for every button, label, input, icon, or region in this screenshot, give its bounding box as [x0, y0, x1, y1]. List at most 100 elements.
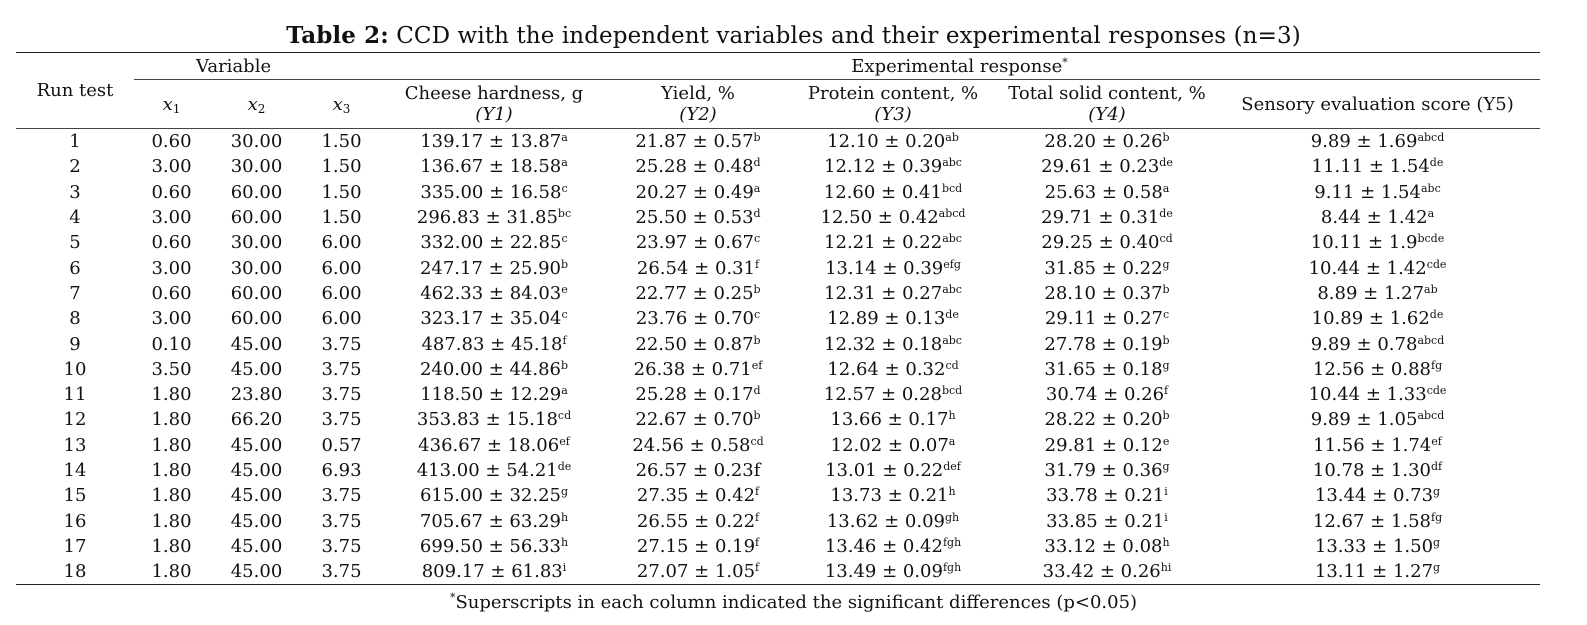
cell-x1: 1.80 — [151, 535, 192, 557]
cell-hardness: 699.50 ± 56.33h — [379, 534, 609, 559]
cell-protein: 12.50 ± 0.42abcd — [787, 205, 999, 230]
cell-hardness: 487.83 ± 45.18f — [379, 331, 609, 356]
cell-significance-letters: bcd — [941, 384, 963, 398]
table-row: 10 3.50 45.00 3.75 240.00 ± 44.86b 26.38 ± 0.… — [16, 357, 1540, 382]
cell-significance-letters: a — [948, 434, 956, 448]
cell-value: 22.77 ± 0.25 — [635, 282, 754, 304]
cell-sensory: 12.67 ± 1.58fg — [1215, 508, 1540, 533]
cell-value: 10.89 ± 1.62 — [1311, 308, 1430, 330]
cell-sensory: 11.11 ± 1.54de — [1215, 154, 1540, 179]
cell-x1: 1.80 — [151, 434, 192, 456]
cell-value: 13.14 ± 0.39 — [825, 257, 944, 279]
cell-yield: 22.67 ± 0.70b — [609, 407, 787, 432]
cell-yield: 26.55 ± 0.22f — [609, 508, 787, 533]
cell-x2: 45.00 — [230, 434, 283, 456]
cell-run: 17 — [63, 535, 87, 557]
table-row: 3 0.60 60.00 1.50 335.00 ± 16.58c 20.27 ± 0.4… — [16, 180, 1540, 205]
cell-value: 26.55 ± 0.22 — [636, 510, 756, 532]
cell-significance-letters: de — [1429, 156, 1444, 170]
cell-value: 12.67 ± 1.58 — [1312, 510, 1432, 532]
cell-significance-letters: fg — [1431, 358, 1443, 372]
cell-x1: 3.00 — [151, 207, 192, 229]
cell-significance-letters: g — [561, 485, 569, 499]
cell-significance-letters: b — [561, 358, 569, 372]
cell-value: 9.89 ± 1.05 — [1310, 409, 1418, 431]
cell-value: 12.32 ± 0.18 — [824, 333, 943, 355]
cell-value: 12.56 ± 0.88 — [1312, 358, 1432, 380]
cell-value: 615.00 ± 32.25 — [419, 485, 561, 507]
cell-value: 13.46 ± 0.42 — [824, 535, 943, 557]
cell-x3: 0.57 — [321, 434, 362, 456]
cell-significance-letters: gh — [945, 510, 960, 524]
results-table: Run test Variable Experimental response*… — [16, 52, 1541, 586]
cell-significance-letters: b — [753, 409, 761, 423]
footnote: *Superscripts in each column indicated t… — [0, 592, 1587, 613]
cell-run: 5 — [69, 232, 81, 254]
cell-significance-letters: fgh — [942, 535, 962, 549]
cell-yield: 27.35 ± 0.42f — [609, 483, 787, 508]
cell-significance-letters: c — [753, 232, 761, 246]
cell-sensory: 8.89 ± 1.27ab — [1215, 281, 1540, 306]
cell-yield: 21.87 ± 0.57b — [609, 129, 787, 155]
cell-protein: 13.01 ± 0.22def — [787, 458, 999, 483]
cell-significance-letters: g — [1162, 257, 1170, 271]
cell-significance-letters: cd — [750, 434, 764, 448]
cell-value: 33.42 ± 0.26 — [1042, 561, 1161, 583]
cell-value: 26.54 ± 0.31 — [636, 257, 756, 279]
cell-x2: 45.00 — [230, 535, 283, 557]
cell-significance-letters: abc — [942, 232, 962, 246]
cell-sensory: 10.44 ± 1.33cde — [1215, 382, 1540, 407]
cell-yield: 27.15 ± 0.19f — [609, 534, 787, 559]
cell-solid: 29.11 ± 0.27c — [999, 306, 1215, 331]
cell-significance-letters: a — [753, 181, 761, 195]
cell-run: 12 — [63, 409, 87, 431]
cell-protein: 12.31 ± 0.27abc — [787, 281, 999, 306]
cell-run: 9 — [69, 333, 81, 355]
cell-x1: 1.80 — [151, 460, 192, 481]
table-row: 15 1.80 45.00 3.75 615.00 ± 32.25g 27.35 ± 0.… — [16, 483, 1540, 508]
cell-significance-letters: f — [755, 535, 760, 549]
cell-value: 23.76 ± 0.70 — [635, 308, 754, 330]
cell-run: 11 — [63, 384, 87, 406]
cell-significance-letters: f — [755, 561, 760, 575]
cell-significance-letters: hi — [1160, 561, 1172, 575]
cell-value: 13.44 ± 0.73 — [1314, 485, 1434, 507]
cell-x2: 45.00 — [209, 559, 304, 586]
cell-significance-letters: ab — [945, 131, 959, 145]
cell-value: 27.78 ± 0.19 — [1044, 333, 1163, 355]
cell-value: 10.44 ± 1.42 — [1308, 257, 1427, 279]
cell-value: 25.28 ± 0.48 — [635, 156, 754, 178]
cell-significance-letters: abc — [942, 156, 962, 170]
cell-x1: 0.10 — [151, 333, 192, 355]
cell-significance-letters: b — [1162, 131, 1170, 145]
cell-value: 13.73 ± 0.21 — [830, 485, 949, 507]
cell-value: 23.97 ± 0.67 — [635, 232, 754, 254]
cell-value: 21.87 ± 0.57 — [635, 131, 754, 153]
cell-hardness: 296.83 ± 31.85bc — [379, 205, 609, 230]
cell-significance-letters: ef — [1431, 434, 1442, 448]
cell-sensory: 13.33 ± 1.50g — [1215, 534, 1540, 559]
cell-x3: 6.00 — [321, 257, 362, 279]
cell-solid: 33.85 ± 0.21i — [999, 508, 1215, 533]
cell-solid: 29.25 ± 0.40cd — [999, 230, 1215, 255]
cell-significance-letters: d — [753, 207, 761, 221]
cell-x3: 3.75 — [321, 485, 362, 507]
cell-value: 22.50 ± 0.87 — [635, 333, 754, 355]
cell-protein: 13.73 ± 0.21h — [787, 483, 999, 508]
cell-value: 24.56 ± 0.58 — [632, 434, 751, 456]
cell-significance-letters: de — [1429, 308, 1444, 322]
header-x2: x2 — [209, 79, 304, 129]
cell-significance-letters: abcd — [1417, 131, 1445, 145]
cell-significance-letters: de — [945, 308, 959, 322]
cell-sensory: 9.89 ± 0.78abcd — [1215, 331, 1540, 356]
table-row: 14 1.80 45.00 6.93 413.00 ± 54.21de 26.57 ± 0… — [16, 458, 1540, 483]
cell-x3: 3.75 — [321, 510, 362, 532]
cell-value: 8.89 ± 1.27 — [1317, 282, 1425, 304]
cell-x3: 6.00 — [321, 232, 362, 254]
cell-value: 29.25 ± 0.40 — [1041, 232, 1160, 254]
cell-sensory: 8.44 ± 1.42a — [1215, 205, 1540, 230]
header-variable: Variable — [134, 52, 379, 80]
table-body: 1 0.60 30.00 1.50 139.17 ± 13.87a 21.87 ± 0.5… — [16, 129, 1541, 586]
cell-sensory: 10.78 ± 1.30df — [1215, 458, 1540, 483]
